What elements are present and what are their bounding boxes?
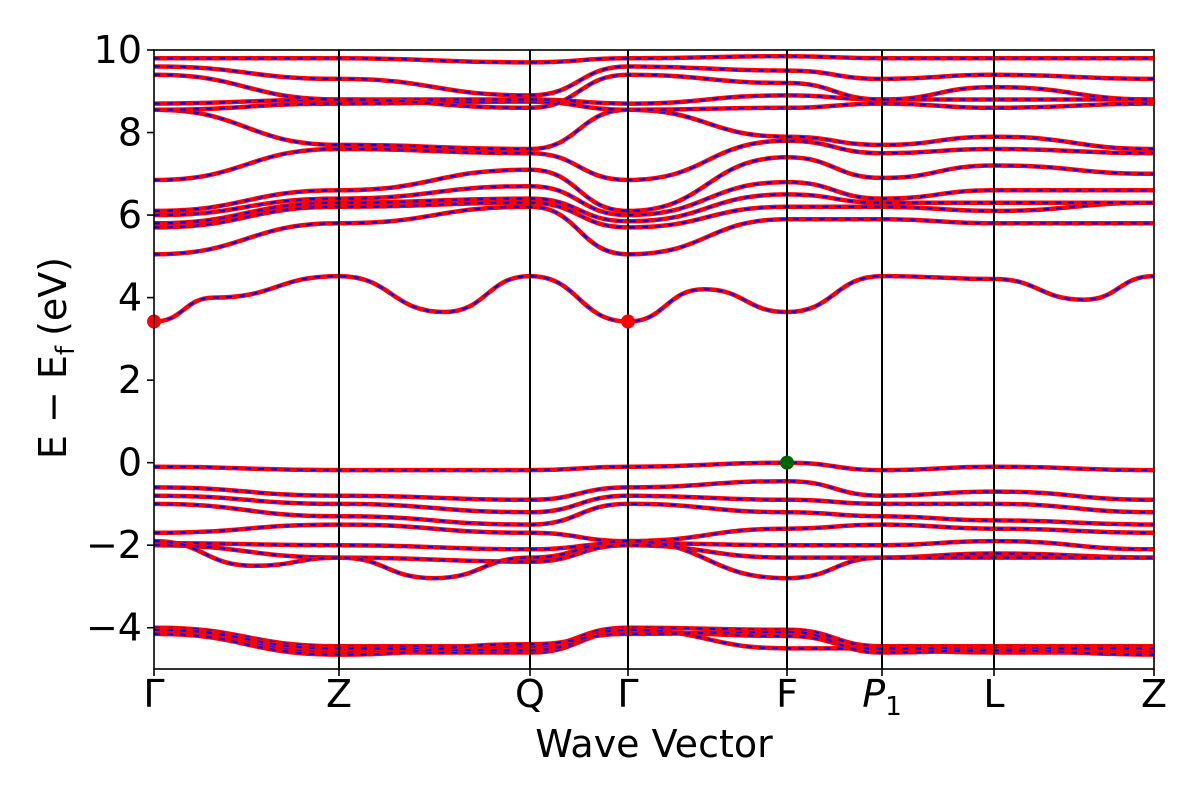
x-tick-label: L xyxy=(983,672,1004,716)
x-tick-label-text: F xyxy=(776,672,798,716)
extremum-marker-1 xyxy=(621,314,635,329)
bands-layer xyxy=(154,53,1154,657)
y-axis-title-unit: (eV) xyxy=(31,257,75,336)
extrema-markers xyxy=(147,314,794,470)
x-tick-label-subscript: 1 xyxy=(885,692,902,722)
y-tick-label: −4 xyxy=(86,606,142,650)
x-tick-label: P1 xyxy=(862,672,901,722)
y-tick-label: −2 xyxy=(86,523,142,567)
y-axis-title: E − Ef (eV) xyxy=(31,257,81,459)
band-line-18 xyxy=(154,138,1154,183)
x-axis: Γ Z Q Γ F P1 L Z xyxy=(143,669,1167,722)
y-tick-label: 6 xyxy=(118,193,142,237)
band-line-overlay-23 xyxy=(154,65,1154,97)
x-tick-label-text: Z xyxy=(326,672,352,716)
x-tick-label-text: L xyxy=(983,672,1004,716)
band-line-0 xyxy=(154,273,1154,324)
x-tick-label: Z xyxy=(326,672,352,716)
band-line-23 xyxy=(154,64,1154,98)
x-tick-label: Γ xyxy=(617,672,638,716)
x-tick-label: Z xyxy=(1141,672,1167,716)
kpath-lines xyxy=(338,50,995,669)
x-tick-label-text: Γ xyxy=(143,672,164,716)
y-axis: −4 −2 0 2 4 6 8 10 xyxy=(86,28,154,650)
y-tick-label: 4 xyxy=(118,276,142,320)
x-tick-label-text: Γ xyxy=(617,672,638,716)
x-axis-title: Wave Vector xyxy=(535,722,773,766)
y-tick-label: 2 xyxy=(118,358,142,402)
x-tick-label: Γ xyxy=(143,672,164,716)
y-tick-label: 8 xyxy=(118,111,142,155)
x-tick-label: Q xyxy=(515,672,545,716)
band-line-overlay-8 xyxy=(154,539,1154,580)
plot-frame xyxy=(153,49,1155,670)
x-tick-label-text: Z xyxy=(1141,672,1167,716)
band-line-overlay-18 xyxy=(154,139,1154,182)
x-tick-label: F xyxy=(776,672,798,716)
extremum-marker-2 xyxy=(780,455,794,470)
y-tick-label: 10 xyxy=(94,28,142,72)
y-axis-title-main: E − E xyxy=(31,355,75,459)
x-tick-label-text: Q xyxy=(515,672,545,716)
band-line-5 xyxy=(154,522,1154,544)
band-line-19 xyxy=(154,107,1154,152)
band-line-4 xyxy=(154,501,1154,527)
x-tick-label-text: P xyxy=(862,672,885,716)
y-tick-label: 0 xyxy=(118,441,142,485)
y-axis-title-sub: f xyxy=(51,345,81,355)
band-line-overlay-19 xyxy=(154,108,1154,151)
